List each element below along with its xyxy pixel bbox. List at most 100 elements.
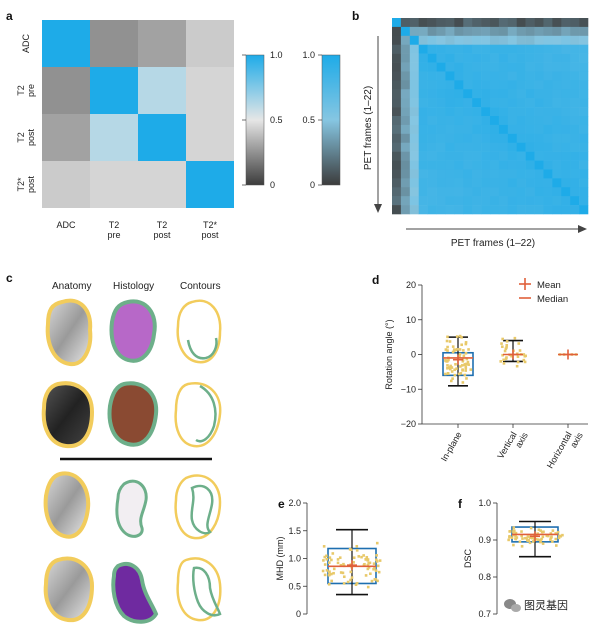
- heatmap-cell: [490, 53, 500, 63]
- data-point: [458, 334, 462, 338]
- row-label: T2*post: [16, 175, 36, 193]
- heatmap-cell: [543, 35, 553, 46]
- heatmap-cell: [561, 62, 571, 72]
- data-point: [516, 355, 520, 358]
- data-point: [454, 362, 457, 366]
- data-point: [536, 538, 540, 541]
- anatomy-image-1: [45, 298, 93, 367]
- heatmap-cell: [392, 26, 402, 37]
- panel-b-heatmap: PET frames (1–22) PET frames (1–22): [363, 18, 589, 249]
- heatmap-cell: [445, 44, 455, 54]
- heatmap-cell: [42, 20, 90, 67]
- data-point: [501, 337, 504, 341]
- data-point: [505, 346, 508, 349]
- heatmap-cell: [427, 133, 437, 144]
- data-point: [464, 365, 468, 368]
- contour-anatomy-2: [174, 382, 222, 448]
- heatmap-cell: [427, 116, 437, 126]
- heatmap-cell: [570, 116, 580, 126]
- heatmap-cell: [534, 107, 544, 117]
- y-axis-label: Rotation angle (°): [384, 319, 394, 389]
- heatmap-cell: [392, 89, 402, 99]
- heatmap-cell: [481, 160, 491, 170]
- heatmap-cell: [454, 107, 464, 117]
- heatmap-cell: [400, 196, 411, 206]
- heatmap-cell: [498, 196, 509, 206]
- heatmap-cell: [436, 169, 446, 179]
- heatmap-cell: [436, 26, 446, 37]
- y-tick-label: 0.9: [478, 535, 491, 545]
- data-point: [346, 580, 350, 584]
- x-category-label-line: In-plane: [439, 430, 464, 463]
- data-point: [460, 336, 463, 339]
- heatmap-cell: [525, 80, 535, 90]
- heatmap-cell: [498, 124, 509, 135]
- heatmap-cell: [561, 26, 571, 37]
- heatmap-cell: [525, 160, 535, 170]
- data-point: [524, 536, 527, 540]
- heatmap-cell: [445, 107, 455, 117]
- heatmap-cell: [543, 18, 553, 28]
- row-label-line: pre: [26, 84, 36, 97]
- heatmap-cell: [516, 44, 526, 54]
- heatmap-cell: [579, 35, 589, 46]
- heatmap-cell: [561, 142, 571, 152]
- heatmap-cell: [534, 205, 544, 215]
- contour-histology-1: [186, 337, 218, 360]
- y-axis-arrowhead: [374, 204, 382, 213]
- heatmap-cell: [498, 133, 509, 144]
- data-point: [366, 563, 370, 567]
- heatmap-cell: [561, 116, 571, 126]
- data-point: [366, 567, 370, 571]
- data-point: [464, 342, 468, 346]
- heatmap-cell: [516, 26, 526, 37]
- heatmap-cell: [454, 80, 464, 90]
- heatmap-cell: [498, 187, 509, 197]
- data-point: [452, 349, 456, 352]
- heatmap-cell: [481, 107, 491, 117]
- heatmap-cell: [445, 142, 455, 152]
- heatmap-cell: [463, 98, 473, 108]
- heatmap-cell: [490, 196, 500, 206]
- heatmap-cell: [400, 62, 411, 72]
- heatmap-cell: [436, 35, 446, 46]
- colorbar-tick-label: 0.5: [270, 115, 283, 125]
- heatmap-cell: [427, 169, 437, 179]
- data-point: [499, 360, 503, 363]
- heatmap-cell: [90, 114, 138, 161]
- data-point: [455, 348, 459, 351]
- heatmap-cell: [552, 133, 562, 144]
- heatmap-cell: [463, 142, 473, 152]
- heatmap-cell: [445, 205, 455, 215]
- heatmap-cell: [445, 26, 455, 37]
- heatmap-cell: [409, 160, 420, 170]
- heatmap-cell: [543, 116, 553, 126]
- data-point: [338, 556, 342, 559]
- heatmap-cell: [436, 18, 446, 28]
- heatmap-cell: [570, 71, 580, 81]
- data-point: [444, 348, 448, 351]
- heatmap-cell: [400, 89, 411, 99]
- heatmap-cell: [561, 44, 571, 54]
- data-point: [336, 561, 340, 565]
- heatmap-cell: [409, 80, 420, 90]
- heatmap-cell: [427, 160, 437, 170]
- data-point: [336, 558, 340, 561]
- data-point: [536, 532, 540, 535]
- heatmap-cell: [481, 178, 491, 188]
- data-point: [464, 366, 468, 370]
- heatmap-cell: [552, 187, 562, 197]
- heatmap-cell: [570, 89, 580, 99]
- heatmap-cell: [552, 160, 562, 170]
- data-point: [323, 563, 327, 566]
- heatmap-cell: [552, 80, 562, 90]
- heatmap-cell: [579, 26, 589, 37]
- heatmap-cell: [392, 71, 402, 81]
- heatmap-cell: [507, 62, 518, 72]
- heatmap-cell: [534, 133, 544, 144]
- heatmap-cell: [490, 71, 500, 81]
- data-point: [364, 558, 368, 561]
- heatmap-cell: [463, 151, 473, 161]
- colorbar-tick-label: 1.0: [302, 50, 315, 60]
- heatmap-cell: [534, 44, 544, 54]
